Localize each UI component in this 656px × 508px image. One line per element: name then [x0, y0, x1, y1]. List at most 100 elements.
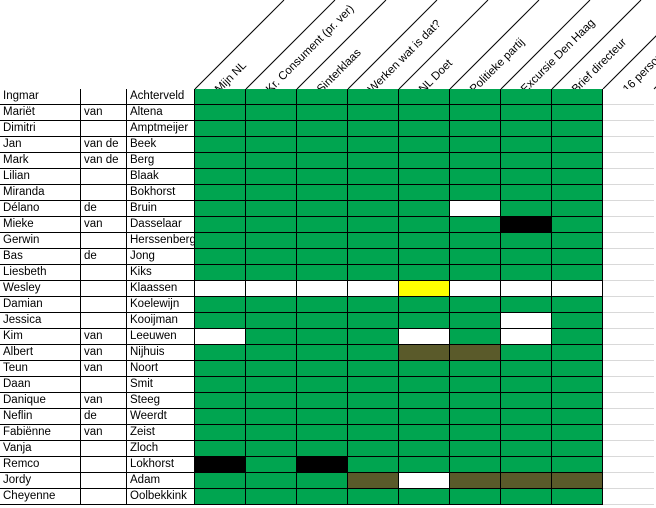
status-cell[interactable] — [501, 217, 552, 233]
status-cell[interactable] — [450, 361, 501, 377]
first-name-cell[interactable]: Cheyenne — [0, 489, 81, 505]
status-cell[interactable] — [399, 217, 450, 233]
status-cell[interactable] — [195, 329, 246, 345]
status-cell[interactable] — [603, 89, 654, 105]
status-cell[interactable] — [501, 233, 552, 249]
status-cell[interactable] — [348, 281, 399, 297]
first-name-cell[interactable]: Danique — [0, 393, 81, 409]
status-cell[interactable] — [501, 345, 552, 361]
status-cell[interactable] — [348, 233, 399, 249]
status-cell[interactable] — [348, 169, 399, 185]
status-cell[interactable] — [195, 313, 246, 329]
status-cell[interactable] — [195, 153, 246, 169]
status-cell[interactable] — [501, 457, 552, 473]
status-cell[interactable] — [195, 441, 246, 457]
status-cell[interactable] — [501, 297, 552, 313]
status-cell[interactable] — [501, 249, 552, 265]
first-name-cell[interactable]: Wesley — [0, 281, 81, 297]
status-cell[interactable] — [552, 169, 603, 185]
first-name-cell[interactable]: Jordy — [0, 473, 81, 489]
status-cell[interactable] — [603, 409, 654, 425]
status-cell[interactable] — [603, 201, 654, 217]
status-cell[interactable] — [348, 441, 399, 457]
status-cell[interactable] — [450, 377, 501, 393]
status-cell[interactable] — [399, 393, 450, 409]
status-cell[interactable] — [399, 249, 450, 265]
status-cell[interactable] — [603, 217, 654, 233]
status-cell[interactable] — [348, 393, 399, 409]
last-name-cell[interactable]: Noort — [127, 361, 195, 377]
status-cell[interactable] — [399, 457, 450, 473]
status-cell[interactable] — [348, 425, 399, 441]
status-cell[interactable] — [195, 425, 246, 441]
status-cell[interactable] — [195, 89, 246, 105]
status-cell[interactable] — [297, 313, 348, 329]
status-cell[interactable] — [399, 265, 450, 281]
status-cell[interactable] — [246, 409, 297, 425]
status-cell[interactable] — [195, 457, 246, 473]
status-cell[interactable] — [348, 249, 399, 265]
status-cell[interactable] — [348, 377, 399, 393]
status-cell[interactable] — [297, 489, 348, 505]
status-cell[interactable] — [552, 105, 603, 121]
status-cell[interactable] — [603, 313, 654, 329]
first-name-cell[interactable]: Jan — [0, 137, 81, 153]
status-cell[interactable] — [450, 89, 501, 105]
status-cell[interactable] — [399, 313, 450, 329]
status-cell[interactable] — [195, 233, 246, 249]
status-cell[interactable] — [195, 265, 246, 281]
status-cell[interactable] — [195, 249, 246, 265]
status-cell[interactable] — [348, 89, 399, 105]
last-name-cell[interactable]: Weerdt — [127, 409, 195, 425]
middle-name-cell[interactable] — [81, 457, 127, 473]
status-cell[interactable] — [246, 249, 297, 265]
status-cell[interactable] — [297, 233, 348, 249]
status-cell[interactable] — [450, 105, 501, 121]
status-cell[interactable] — [297, 265, 348, 281]
last-name-cell[interactable]: Nijhuis — [127, 345, 195, 361]
status-cell[interactable] — [348, 313, 399, 329]
status-cell[interactable] — [552, 265, 603, 281]
status-cell[interactable] — [450, 329, 501, 345]
status-cell[interactable] — [348, 489, 399, 505]
status-cell[interactable] — [399, 169, 450, 185]
last-name-cell[interactable]: Koelewijn — [127, 297, 195, 313]
status-cell[interactable] — [603, 329, 654, 345]
status-cell[interactable] — [603, 105, 654, 121]
status-cell[interactable] — [450, 489, 501, 505]
status-cell[interactable] — [399, 361, 450, 377]
status-cell[interactable] — [348, 473, 399, 489]
status-cell[interactable] — [297, 121, 348, 137]
status-cell[interactable] — [603, 441, 654, 457]
status-cell[interactable] — [297, 137, 348, 153]
last-name-cell[interactable]: Lokhorst — [127, 457, 195, 473]
status-cell[interactable] — [399, 473, 450, 489]
status-cell[interactable] — [195, 489, 246, 505]
status-cell[interactable] — [603, 249, 654, 265]
status-cell[interactable] — [552, 185, 603, 201]
status-cell[interactable] — [246, 297, 297, 313]
status-cell[interactable] — [603, 345, 654, 361]
status-cell[interactable] — [399, 185, 450, 201]
middle-name-cell[interactable] — [81, 281, 127, 297]
status-cell[interactable] — [348, 345, 399, 361]
status-cell[interactable] — [297, 377, 348, 393]
last-name-cell[interactable]: Kooijman — [127, 313, 195, 329]
first-name-cell[interactable]: Jessica — [0, 313, 81, 329]
status-cell[interactable] — [501, 201, 552, 217]
status-cell[interactable] — [246, 217, 297, 233]
status-cell[interactable] — [195, 281, 246, 297]
status-cell[interactable] — [501, 153, 552, 169]
last-name-cell[interactable]: Herssenberg — [127, 233, 196, 249]
status-cell[interactable] — [246, 425, 297, 441]
last-name-cell[interactable]: Beek — [127, 137, 195, 153]
last-name-cell[interactable]: Dasselaar — [127, 217, 195, 233]
status-cell[interactable] — [348, 361, 399, 377]
status-cell[interactable] — [603, 169, 654, 185]
status-cell[interactable] — [399, 121, 450, 137]
middle-name-cell[interactable]: de — [81, 249, 127, 265]
status-cell[interactable] — [246, 121, 297, 137]
status-cell[interactable] — [501, 281, 552, 297]
first-name-cell[interactable]: Liesbeth — [0, 265, 81, 281]
status-cell[interactable] — [195, 137, 246, 153]
